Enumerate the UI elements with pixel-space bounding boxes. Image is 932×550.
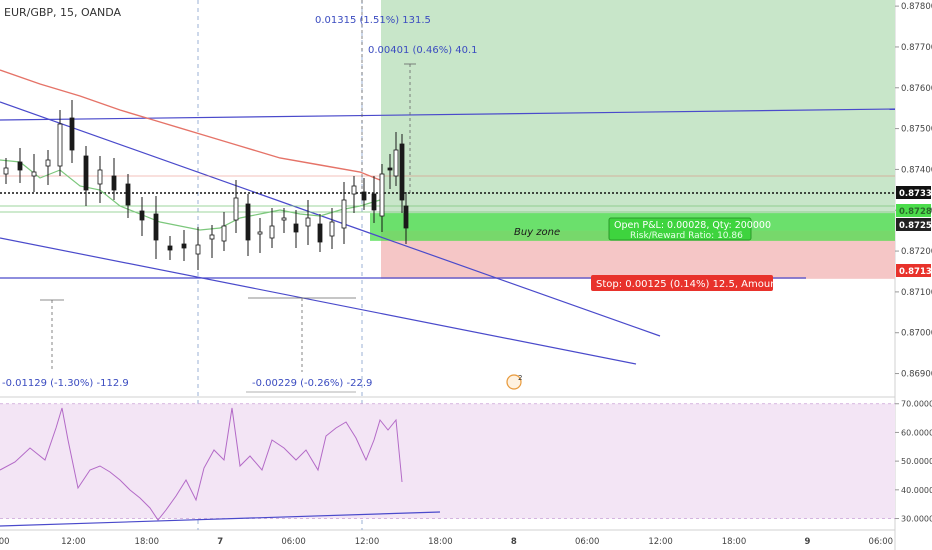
measure-label-2: 0.00401 (0.46%) 40.1 [368, 45, 478, 56]
moving-averages [0, 69, 381, 231]
pnl-text: Open P&L: 0.00028, Qty: 200000 [614, 220, 771, 231]
price-badge-stop-bg [896, 264, 931, 277]
candle-body [257, 231, 263, 235]
candle-body [125, 183, 131, 206]
candle-body [111, 175, 117, 191]
candle-body [153, 213, 159, 241]
candle-body [351, 185, 357, 195]
price-badge-level-2-bg [896, 204, 931, 217]
candle-body [57, 123, 63, 167]
candle-body [181, 243, 187, 249]
candle-body [221, 225, 227, 242]
candle-body [233, 197, 239, 221]
candle-body [361, 191, 367, 201]
rsi-tick-label-0: 70.0000 [901, 400, 932, 409]
candle-body [317, 223, 323, 243]
price-badge-stop: 0.87132 [899, 267, 932, 277]
ma-slow-line [0, 69, 381, 181]
candle-body [341, 199, 347, 229]
drawing-lines[interactable] [0, 101, 896, 365]
candle-body [281, 217, 287, 221]
candle-body [195, 244, 201, 255]
rsi-tick-label-1: 60.0000 [901, 428, 932, 437]
stop-text: Stop: 0.00125 (0.14%) 12.5, Amount: 750 [596, 279, 806, 290]
measure-label-4: -0.00229 (-0.26%) -22.9 [252, 378, 372, 389]
candle-body [393, 149, 399, 177]
candle-body [379, 173, 385, 217]
candle-body [399, 143, 405, 201]
time-tick-label-1: 12:00 [61, 537, 86, 547]
events-icon[interactable] [506, 374, 522, 390]
rsi-tick-label-2: 50.0000 [901, 457, 932, 466]
candle-body [305, 217, 311, 227]
price-badge-last: 0.87257 [899, 221, 932, 231]
time-tick-label-7: 8 [511, 537, 517, 547]
candle-body [97, 169, 103, 185]
rsi-band-fill [0, 403, 895, 519]
candle-body [45, 159, 51, 167]
price-badge-level-1-bg [896, 186, 931, 199]
rsi-pane [0, 403, 895, 527]
rsi-line [0, 407, 403, 521]
annotations[interactable]: 0.01315 (1.51%) 131.5 0.00401 (0.46%) 40.… [2, 0, 806, 393]
channel-lower-line[interactable] [0, 237, 637, 365]
candle-body [371, 193, 377, 211]
ma-fast-line [0, 159, 381, 231]
time-tick-label-8: 06:00 [575, 537, 600, 547]
events-count: 2 [518, 374, 522, 382]
time-tick-label-11: 9 [804, 537, 810, 547]
candle-body [3, 167, 9, 175]
time-tick-label-10: 18:00 [722, 537, 747, 547]
candle-body [83, 155, 89, 191]
channel-upper-line[interactable] [0, 101, 661, 337]
candle-body [245, 203, 251, 241]
pnl-badge[interactable] [608, 217, 752, 241]
candle-body [387, 167, 393, 171]
stop-badge[interactable] [591, 275, 773, 291]
time-tick-label-5: 12:00 [355, 537, 380, 547]
price-badge-level-2: 0.87286 [899, 207, 932, 217]
symbol-title: EUR/GBP, 15, OANDA [4, 6, 122, 19]
candle-body [167, 245, 173, 251]
time-tick-label-6: 18:00 [428, 537, 453, 547]
candle-body [403, 205, 409, 229]
candle-body [69, 117, 75, 151]
candles [3, 100, 409, 270]
candle-body [329, 221, 335, 237]
rsi-trend-line [0, 511, 441, 527]
candle-body [293, 223, 299, 233]
price-badge-level-1: 0.87331 [899, 189, 932, 199]
measure-label-3: -0.01129 (-1.30%) -112.9 [2, 378, 129, 389]
price-badge-last-bg [896, 218, 931, 231]
candle-body [209, 234, 215, 240]
buy-zone-label: Buy zone [514, 227, 560, 238]
time-tick-label-9: 12:00 [648, 537, 673, 547]
risk-reward-text: Risk/Reward Ratio: 10.86 [630, 231, 743, 241]
rsi-tick-label-4: 30.0000 [901, 515, 932, 524]
candle-body [31, 171, 37, 177]
profit-zone[interactable] [381, 0, 895, 231]
time-tick-label-4: 06:00 [281, 537, 306, 547]
time-tick-label-3: 7 [217, 537, 223, 547]
candle-body [139, 210, 145, 221]
rsi-tick-label-3: 40.0000 [901, 486, 932, 495]
time-tick-label-2: 18:00 [135, 537, 160, 547]
candle-body [269, 225, 275, 239]
candle-body [17, 161, 23, 171]
measure-label-1: 0.01315 (1.51%) 131.5 [315, 15, 431, 26]
time-tick-label-12: 06:00 [869, 537, 894, 547]
time-tick-label-0: 6:00 [0, 537, 10, 547]
